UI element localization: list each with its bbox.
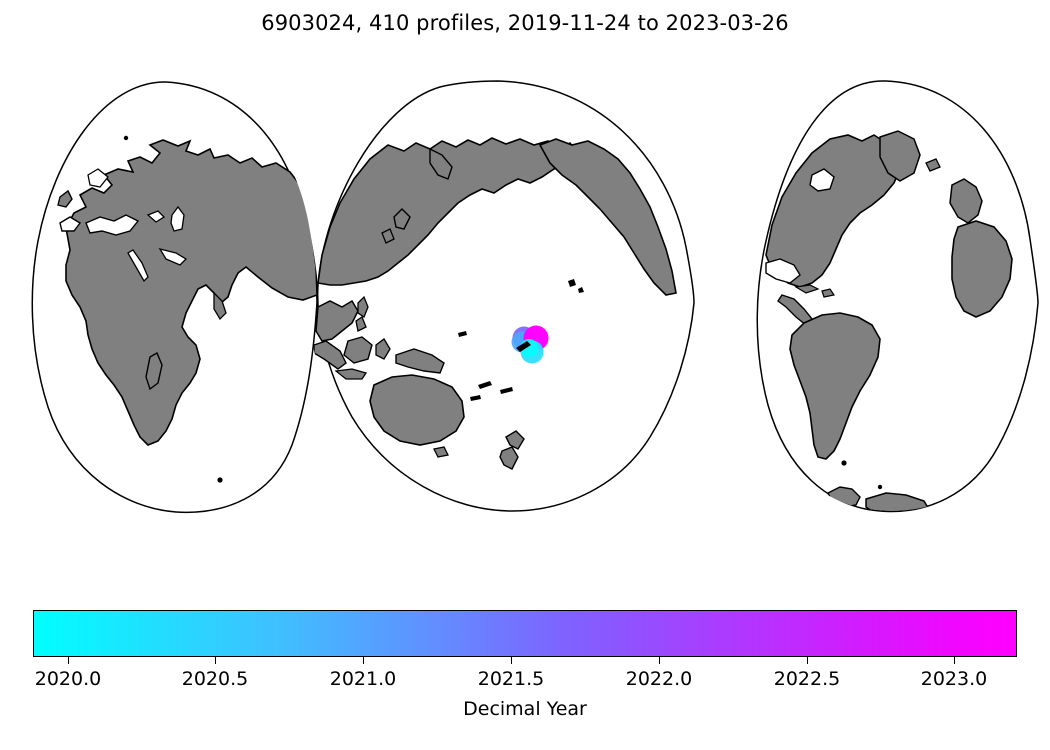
java <box>334 368 368 380</box>
sumatra <box>313 340 347 370</box>
colorbar-tick-label: 2020.5 <box>181 668 249 690</box>
madagascar <box>145 351 163 391</box>
colorbar-axes[interactable] <box>33 610 1017 657</box>
falkland-islands <box>841 460 847 466</box>
persian-gulf <box>158 247 188 266</box>
caspian-sea <box>170 205 185 232</box>
black-sea <box>146 210 166 223</box>
page-title: 6903024, 410 profiles, 2019-11-24 to 202… <box>261 11 789 35</box>
colorbar-tick-label: 2022.5 <box>773 668 841 690</box>
hudson-bay <box>809 168 835 192</box>
western-mediterranean <box>59 216 82 232</box>
colorbar-gradient[interactable] <box>33 610 1017 657</box>
south-america <box>789 312 881 460</box>
mediterranean-sea <box>85 214 140 236</box>
colorbar-tick <box>807 657 809 664</box>
colorbar-tick <box>68 657 70 664</box>
west-africa <box>951 220 1013 318</box>
colorbar-tick-label: 2022.0 <box>625 668 693 690</box>
baltic-sea <box>87 168 109 188</box>
india-peninsula <box>213 291 227 321</box>
gulf-of-mexico <box>765 258 801 284</box>
western-europe-iberia <box>949 178 983 224</box>
colorbar-tick-label: 2021.0 <box>329 668 397 690</box>
colorbar-tick <box>659 657 661 664</box>
colorbar-tick-label: 2020.0 <box>34 668 102 690</box>
colorbar-axis-label: Decimal Year <box>463 698 587 720</box>
australia <box>369 374 465 446</box>
map-lobe-africa-eurasia <box>31 81 318 555</box>
hawaii-islands <box>568 279 576 287</box>
arctic-island-dot <box>123 135 129 141</box>
colorbar-tick <box>954 657 956 664</box>
colorbar-tick <box>511 657 513 664</box>
japan-south <box>381 228 395 244</box>
borneo <box>343 336 373 364</box>
map-lobe-asia-pacific <box>313 80 695 555</box>
island-dot <box>217 477 223 483</box>
antarctica-segment-3 <box>865 492 932 511</box>
map-axes[interactable] <box>0 45 1050 555</box>
kamchatka <box>429 147 453 180</box>
antarctica-segment-1 <box>138 523 288 555</box>
micronesia-islands <box>458 331 467 337</box>
colorbar-tick <box>363 657 365 664</box>
philippines <box>357 295 369 318</box>
cuba <box>794 284 820 294</box>
fiji-islands <box>500 387 513 394</box>
british-isles <box>57 189 73 208</box>
hawaii-islands-2 <box>578 287 584 293</box>
hispaniola <box>821 288 835 298</box>
colorbar-tick-label: 2023.0 <box>920 668 988 690</box>
tasmania <box>433 446 449 458</box>
red-sea <box>127 249 149 283</box>
southeast-asia-mainland <box>315 299 359 342</box>
profile-scatter-points[interactable] <box>511 325 549 364</box>
colorbar-tick <box>215 657 217 664</box>
new-zealand-south-island <box>499 446 519 470</box>
philippines-south <box>355 316 367 332</box>
profile-track-line <box>516 341 531 352</box>
new-zealand-north-island <box>505 430 525 450</box>
greenland <box>879 130 921 182</box>
antarctica-segment-2 <box>478 518 618 555</box>
map-lobe-americas <box>756 80 1039 513</box>
goode-homolosine-map[interactable] <box>0 45 1050 555</box>
colorbar-tick-label: 2021.5 <box>477 668 545 690</box>
iceland <box>925 158 941 172</box>
south-georgia-island <box>877 484 883 490</box>
japan <box>393 208 411 230</box>
new-guinea <box>395 348 445 374</box>
vanuatu-islands <box>478 381 492 389</box>
sulawesi <box>375 338 391 360</box>
new-caledonia <box>470 395 481 401</box>
landmass-alaska-northwest-america <box>538 138 677 296</box>
